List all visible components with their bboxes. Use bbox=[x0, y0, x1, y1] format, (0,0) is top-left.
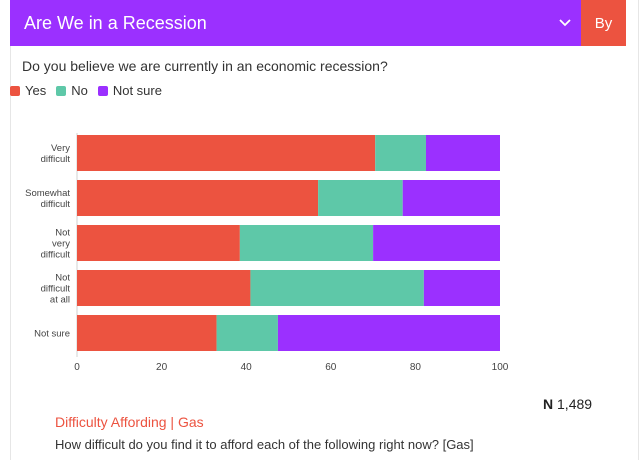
bar-segment bbox=[77, 315, 217, 351]
header-bar[interactable]: Are We in a Recession bbox=[10, 0, 591, 46]
bar-segment bbox=[77, 270, 251, 306]
legend-item-yes[interactable]: Yes bbox=[10, 83, 46, 98]
category-label: Very bbox=[51, 143, 70, 154]
stacked-bar-chart: VerydifficultSomewhatdifficultNotverydif… bbox=[25, 133, 509, 373]
legend-label-not-sure: Not sure bbox=[112, 83, 162, 98]
bar-segment bbox=[277, 315, 500, 351]
x-tick-label: 40 bbox=[241, 362, 253, 373]
bar-segment bbox=[239, 225, 374, 261]
chart-legend: Yes No Not sure bbox=[10, 83, 172, 98]
category-label: difficult bbox=[41, 154, 71, 165]
bar-segment bbox=[375, 135, 426, 171]
bar-segment bbox=[425, 135, 500, 171]
bar-segment bbox=[373, 225, 500, 261]
category-label: Not bbox=[55, 228, 70, 239]
by-button[interactable]: By bbox=[581, 0, 626, 46]
sample-size: N 1,489 bbox=[543, 396, 592, 412]
x-tick-label: 60 bbox=[325, 362, 337, 373]
category-label: at all bbox=[50, 295, 70, 306]
x-tick-label: 80 bbox=[410, 362, 422, 373]
bar-segment bbox=[216, 315, 278, 351]
legend-label-yes: Yes bbox=[25, 83, 47, 98]
chart-question: Do you believe we are currently in an ec… bbox=[22, 58, 388, 74]
legend-swatch-no bbox=[56, 85, 67, 96]
x-tick-label: 100 bbox=[492, 362, 509, 373]
legend-label-no: No bbox=[71, 83, 88, 98]
bar-segment bbox=[77, 135, 376, 171]
category-label: difficult bbox=[41, 199, 71, 210]
legend-item-no[interactable]: No bbox=[56, 83, 88, 98]
bar-segment bbox=[423, 270, 500, 306]
sample-size-value: 1,489 bbox=[557, 396, 593, 412]
legend-item-not-sure[interactable]: Not sure bbox=[97, 83, 162, 98]
bar-segment bbox=[318, 180, 403, 216]
category-label: difficult bbox=[41, 250, 71, 261]
x-tick-label: 20 bbox=[156, 362, 168, 373]
legend-swatch-yes bbox=[10, 85, 20, 96]
legend-swatch-not-sure bbox=[97, 85, 108, 96]
sample-size-prefix: N bbox=[543, 396, 554, 412]
bar-segment bbox=[77, 225, 240, 261]
next-question-text: How difficult do you find it to afford e… bbox=[55, 437, 474, 452]
header-title: Are We in a Recession bbox=[24, 13, 207, 33]
category-label: very bbox=[52, 239, 70, 250]
bar-segment bbox=[402, 180, 500, 216]
chevron-down-icon[interactable] bbox=[556, 14, 574, 32]
category-label: difficult bbox=[41, 284, 71, 295]
category-label: Not sure bbox=[34, 329, 70, 340]
category-label: Somewhat bbox=[25, 188, 70, 199]
x-tick-label: 0 bbox=[74, 362, 80, 373]
bar-segment bbox=[250, 270, 424, 306]
next-question-title[interactable]: Difficulty Affording | Gas bbox=[55, 414, 204, 430]
category-label: Not bbox=[55, 273, 70, 284]
bar-segment bbox=[77, 180, 319, 216]
